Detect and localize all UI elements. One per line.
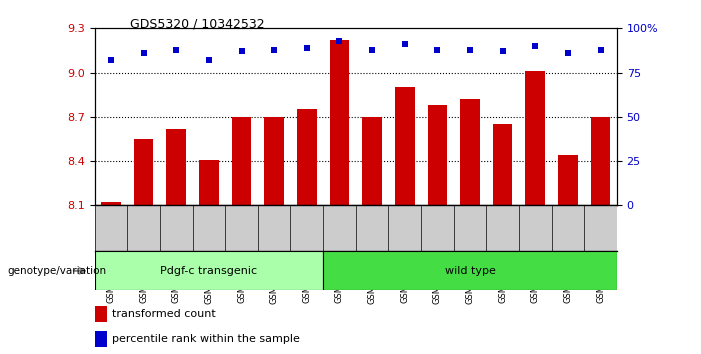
Bar bbox=[232, 117, 251, 205]
Point bbox=[170, 47, 182, 52]
Point bbox=[236, 48, 247, 54]
Bar bbox=[493, 124, 512, 205]
Bar bbox=[362, 117, 382, 205]
Point bbox=[562, 50, 573, 56]
Point bbox=[105, 57, 116, 63]
Bar bbox=[395, 87, 414, 205]
Bar bbox=[329, 40, 349, 205]
Bar bbox=[166, 129, 186, 205]
Bar bbox=[199, 160, 219, 205]
Point bbox=[497, 48, 508, 54]
Point bbox=[432, 47, 443, 52]
Bar bbox=[323, 251, 617, 290]
Bar bbox=[558, 155, 578, 205]
Bar bbox=[460, 99, 479, 205]
Text: Pdgf-c transgenic: Pdgf-c transgenic bbox=[161, 266, 257, 276]
Point bbox=[268, 47, 280, 52]
Text: genotype/variation: genotype/variation bbox=[7, 266, 106, 276]
Bar bbox=[591, 117, 611, 205]
Bar bbox=[526, 71, 545, 205]
Point bbox=[595, 47, 606, 52]
Text: percentile rank within the sample: percentile rank within the sample bbox=[112, 334, 300, 344]
Bar bbox=[101, 202, 121, 205]
Point bbox=[301, 45, 313, 51]
Text: wild type: wild type bbox=[444, 266, 496, 276]
Point bbox=[334, 38, 345, 44]
Point bbox=[203, 57, 215, 63]
Text: transformed count: transformed count bbox=[112, 309, 216, 319]
Point bbox=[530, 43, 541, 49]
Bar bbox=[297, 109, 317, 205]
Point bbox=[138, 50, 149, 56]
Bar bbox=[134, 139, 154, 205]
Point bbox=[399, 41, 410, 47]
Bar bbox=[264, 117, 284, 205]
Point bbox=[464, 47, 475, 52]
Point bbox=[367, 47, 378, 52]
Text: GDS5320 / 10342532: GDS5320 / 10342532 bbox=[130, 18, 264, 31]
Bar bbox=[428, 105, 447, 205]
Bar bbox=[95, 251, 323, 290]
